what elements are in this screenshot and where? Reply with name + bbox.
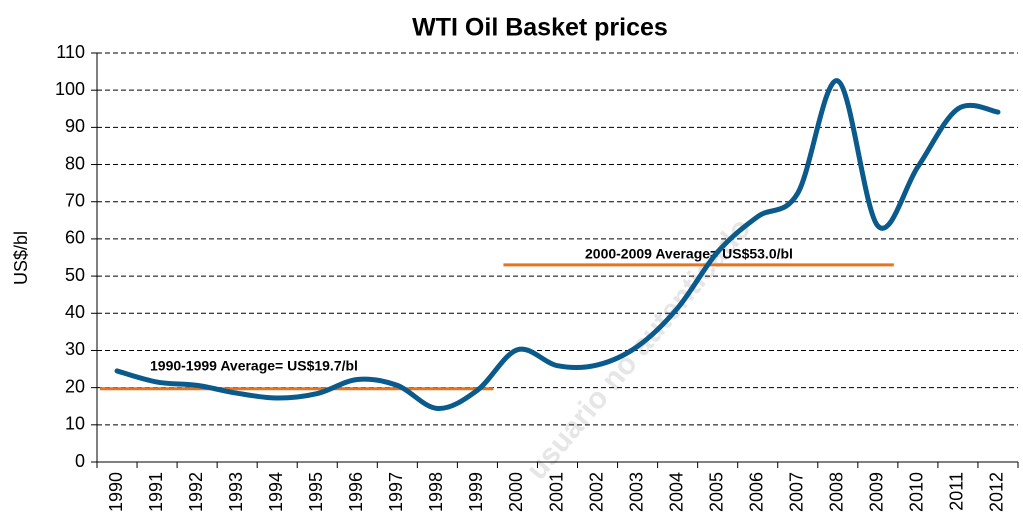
x-tick-label: 2007 — [787, 472, 807, 512]
y-tick-label: 70 — [65, 190, 85, 210]
x-tick-label: 1999 — [466, 472, 486, 512]
y-tick-label: 0 — [75, 451, 85, 471]
x-tick-label: 1991 — [146, 472, 166, 512]
x-tick-label: 2009 — [867, 472, 887, 512]
line-series — [114, 78, 1001, 411]
x-tick-label: 1994 — [266, 472, 286, 512]
x-tick-label: 2005 — [706, 472, 726, 512]
annotation-label: 1990-1999 Average= US$19.7/bl — [150, 357, 358, 373]
x-tick-label: 2001 — [546, 472, 566, 512]
x-tick-label: 1990 — [106, 472, 126, 512]
y-tick-label: 50 — [65, 265, 85, 285]
y-tick-label: 90 — [65, 116, 85, 136]
x-tick-label: 2006 — [746, 472, 766, 512]
y-tick-label: 100 — [55, 79, 85, 99]
y-tick-label: 110 — [56, 42, 85, 62]
y-tick-label: 80 — [65, 153, 85, 173]
x-tick-label: 1995 — [306, 472, 326, 512]
y-axis-label: US$/bl — [11, 231, 31, 285]
x-tick-label: 1997 — [386, 472, 406, 512]
y-tick-label: 40 — [65, 302, 85, 322]
x-tick-label: 2008 — [827, 472, 847, 512]
y-tick-label: 20 — [65, 376, 85, 396]
x-tick-label: 2010 — [907, 472, 927, 512]
x-tick-label: 2003 — [626, 472, 646, 512]
y-tick-label: 10 — [65, 414, 85, 434]
x-tick-label: 2000 — [506, 472, 526, 512]
y-tick-label: 60 — [65, 228, 85, 248]
x-tick-label: 1992 — [186, 472, 206, 512]
x-tick-label: 2002 — [586, 472, 606, 512]
y-tick-label: 30 — [65, 339, 85, 359]
x-tick-label: 1998 — [426, 472, 446, 512]
x-tick-label: 1993 — [226, 472, 246, 512]
x-tick-label: 1996 — [346, 472, 366, 512]
x-tick-label: 2012 — [987, 472, 1007, 512]
x-tick-label: 2011 — [947, 472, 967, 511]
x-tick-label: 2004 — [666, 472, 686, 512]
chart-title: WTI Oil Basket prices — [412, 14, 668, 42]
annotation-label: 2000-2009 Average= US$53.0/bl — [585, 246, 793, 262]
